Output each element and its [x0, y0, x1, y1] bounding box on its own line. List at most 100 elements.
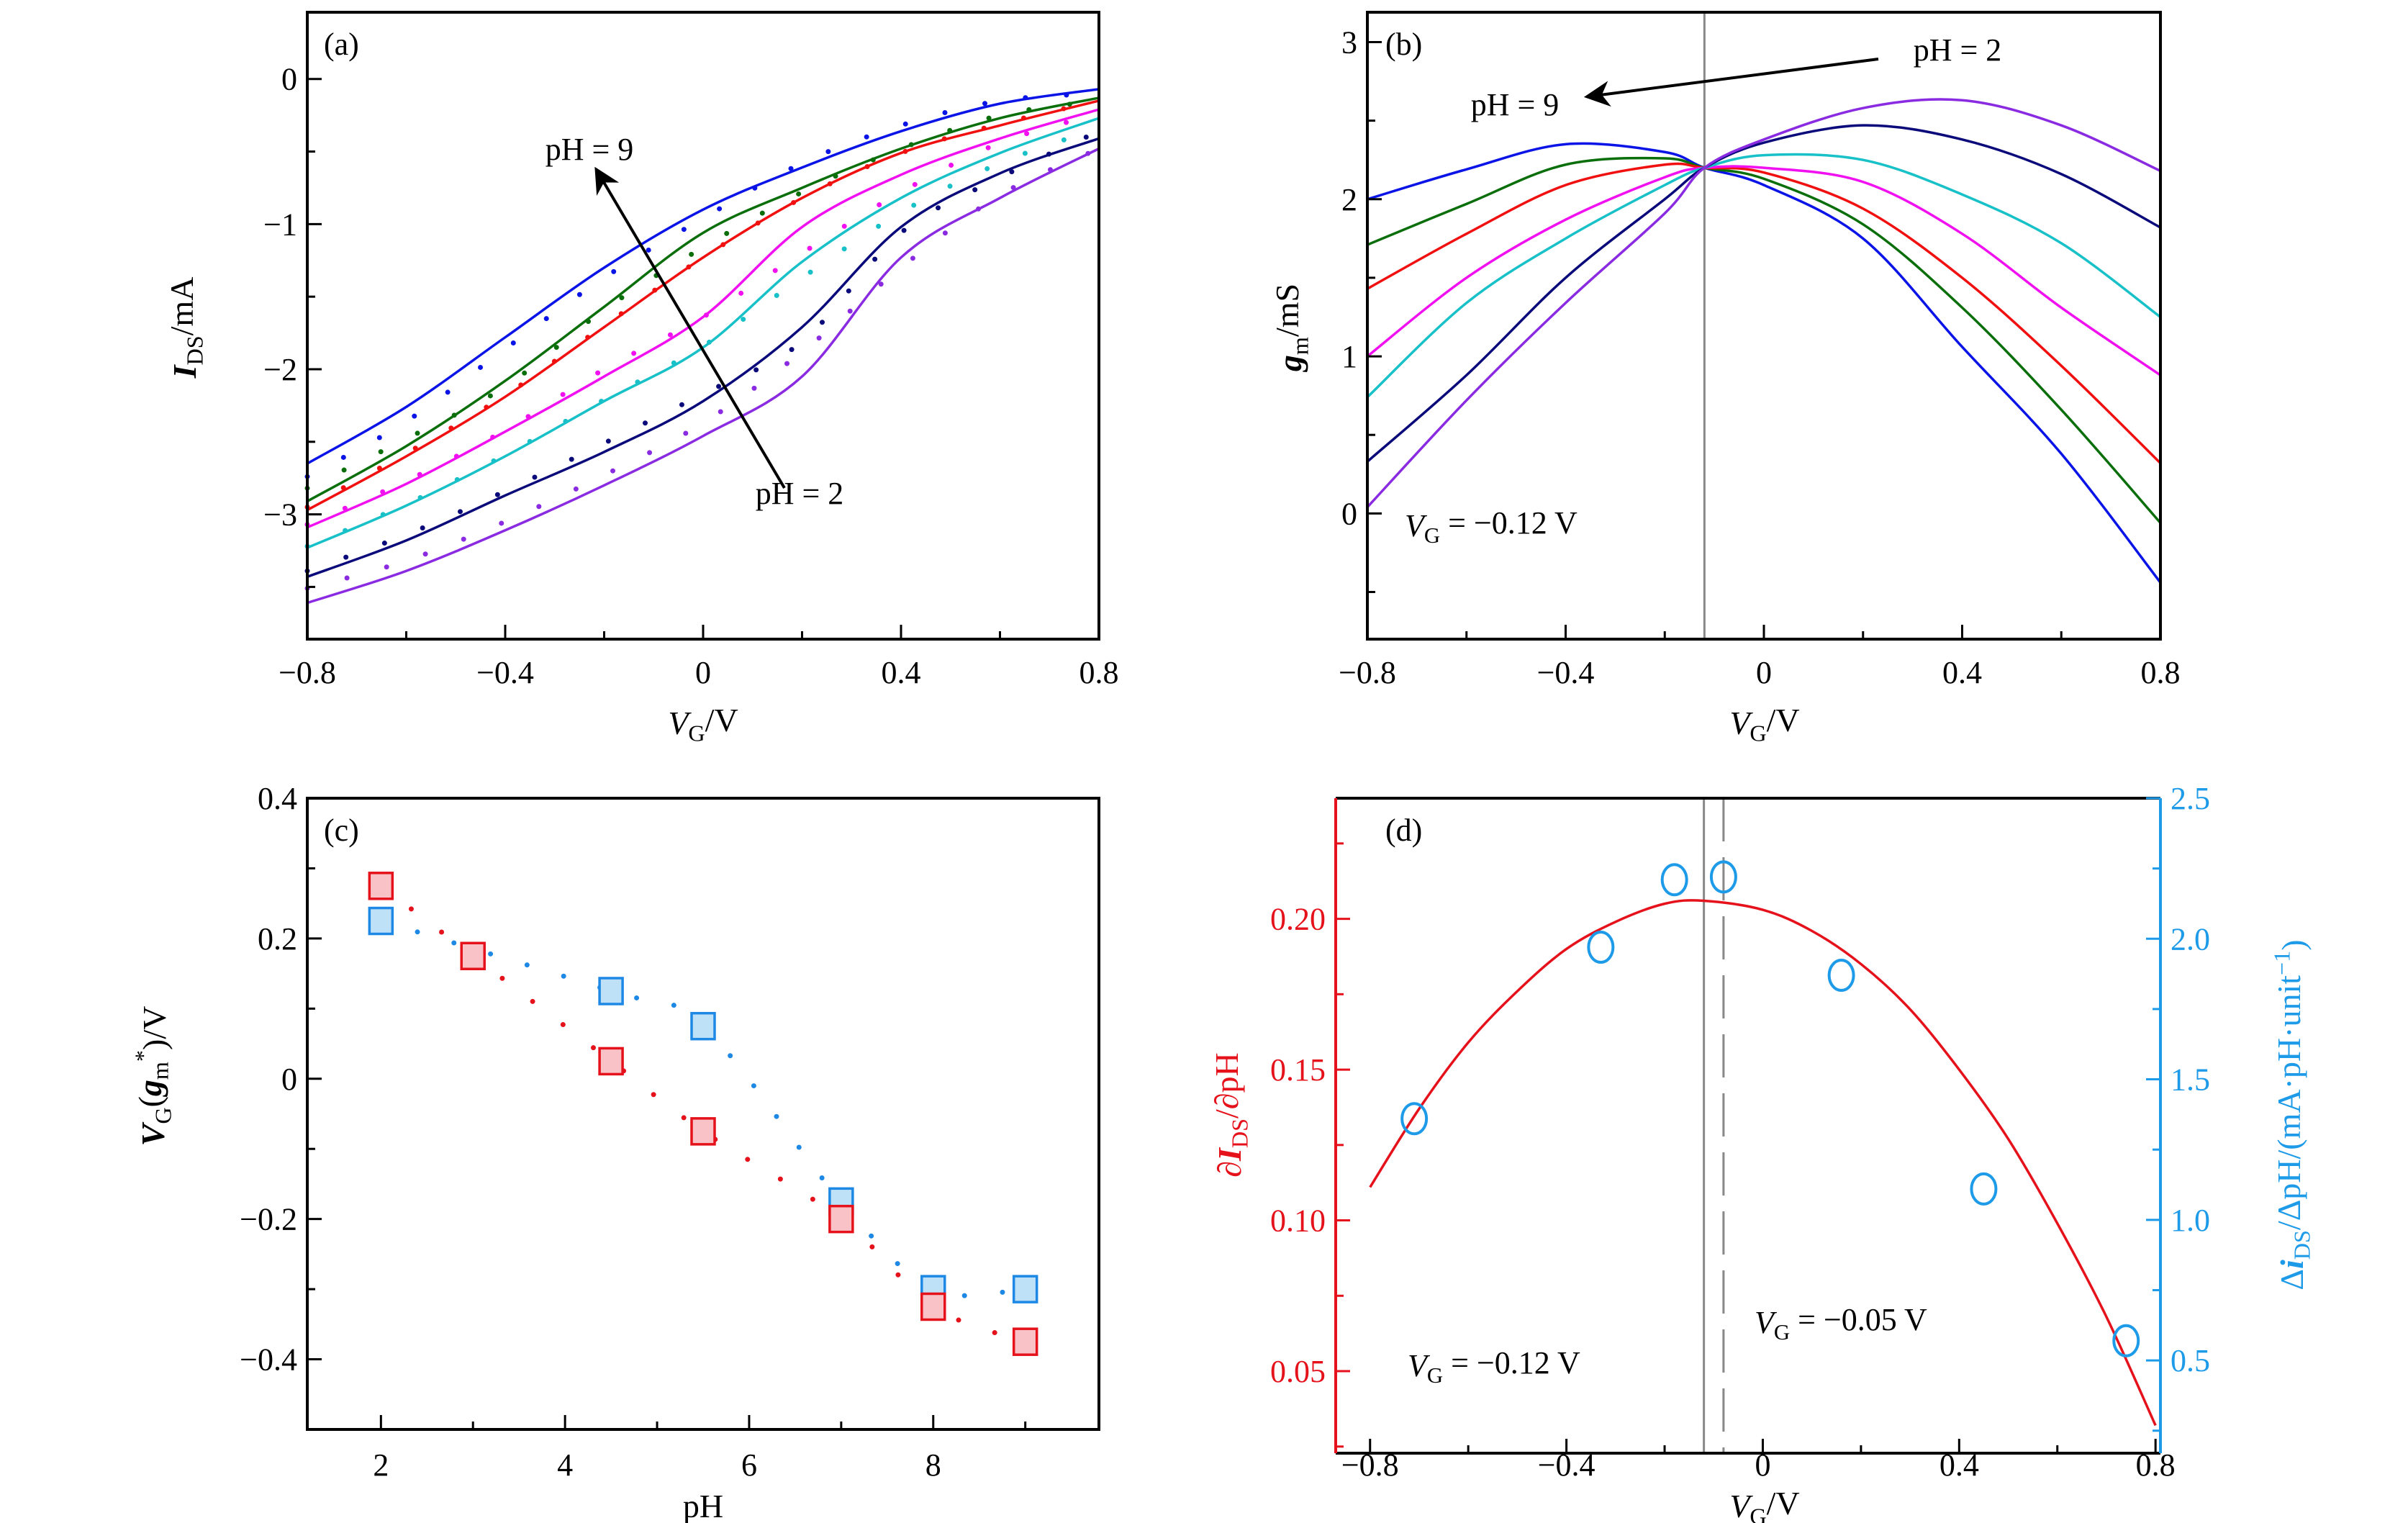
x-tick-label: 0.4 — [1942, 655, 1982, 690]
y-tick-label: −1 — [263, 207, 297, 242]
x-axis-label-part: /V — [705, 702, 738, 738]
x-tick-label: 0 — [1756, 655, 1772, 690]
y-tick-label: 0.20 — [1270, 902, 1326, 937]
y-axis-label-right-part: −1 — [2268, 951, 2294, 975]
series-line — [1367, 156, 2162, 524]
annotation-ph-high: pH = 9 — [1471, 87, 1560, 122]
series-line — [1366, 153, 2162, 399]
panel-c: 2 4 6 8 −0.4 −0.2 0 0.2 0.4 (c) pH VG(gm*)/V — [130, 781, 1100, 1523]
y-tick-label: 0.4 — [258, 781, 297, 816]
x-axis-label: VG/V — [668, 702, 738, 746]
y-tick-label: 0.05 — [1270, 1354, 1326, 1389]
y-tick-label: 2 — [1341, 182, 1357, 217]
y-axis-label-part: /mA — [163, 277, 200, 336]
x-tick-label: 8 — [925, 1447, 941, 1483]
y-tick-label: 0.5 — [2171, 1343, 2210, 1378]
x-axis-label: pH — [683, 1488, 723, 1523]
x-axis-label: VG/V — [1729, 1485, 1799, 1523]
y-axis-label-part: V — [135, 1121, 171, 1146]
x-tick-label: 0 — [1755, 1447, 1770, 1483]
y-axis-label-left-part: DS — [1227, 1118, 1253, 1148]
y-tick-label: 0 — [1341, 496, 1357, 531]
series-line — [307, 96, 1100, 502]
y-axis-label-part: G — [150, 1107, 176, 1124]
x-tick-label: 0.8 — [1079, 655, 1119, 690]
y-tick-label: 1.0 — [2171, 1203, 2210, 1238]
x-tick-label: 0.4 — [1939, 1447, 1979, 1483]
annotation-vg-solid-part: = −0.12 V — [1443, 1345, 1580, 1380]
annotation-vg-part: = −0.12 V — [1440, 505, 1578, 541]
x-tick-label: −0.4 — [476, 655, 534, 690]
series-line — [307, 108, 1100, 529]
y-axis-label-part: m — [1287, 337, 1313, 355]
square-marker — [598, 1047, 624, 1076]
plot-frame — [306, 11, 1100, 641]
panel-d: −0.8 −0.4 0 0.4 0.8 0.05 0.10 0.15 0.20 0.5 1.0 1.5… — [1208, 781, 2315, 1523]
x-axis-label-part: G — [688, 720, 705, 746]
x-tick-label: 0.8 — [2141, 655, 2181, 690]
square-marker — [368, 872, 394, 900]
panel-label: (a) — [324, 27, 359, 62]
annotation-ph-high: pH = 9 — [546, 132, 634, 167]
series-dots — [304, 125, 1102, 549]
panel-label: (b) — [1385, 27, 1422, 62]
square-marker — [690, 1117, 716, 1146]
y-axis-label: gm/mS — [1269, 284, 1313, 372]
x-tick-label: −0.8 — [1341, 1447, 1399, 1483]
square-marker — [690, 1011, 716, 1041]
y-tick-label: −0.2 — [240, 1202, 297, 1237]
series-line — [1366, 165, 2161, 376]
square-marker — [828, 1204, 854, 1234]
x-axis-label-part: /V — [1767, 702, 1800, 738]
y-axis-label-part: m — [148, 1062, 173, 1080]
annotation-ph-low: pH = 2 — [756, 476, 844, 511]
circle-marker — [1709, 860, 1737, 894]
y-tick-label: 0.15 — [1270, 1052, 1326, 1088]
annotation-ph-low: pH = 2 — [1914, 32, 2002, 68]
y-axis-label-part: * — [130, 1050, 155, 1062]
y-axis-label-part: ( — [132, 1096, 168, 1107]
y-axis-label-left-part: ∂ — [1211, 1161, 1248, 1178]
square-marker — [460, 941, 486, 970]
annotation-vg-solid-part: V — [1408, 1348, 1431, 1383]
y-tick-label: 0 — [281, 62, 297, 97]
square-marker — [1012, 1275, 1038, 1303]
y-tick-label: 3 — [1341, 24, 1357, 60]
x-tick-label: −0.4 — [1537, 655, 1595, 690]
square-marker — [368, 906, 394, 936]
annotation-vg-part: G — [1424, 523, 1440, 548]
x-axis-label-part: pH — [683, 1488, 723, 1523]
panel-label: (c) — [324, 813, 359, 848]
y-tick-label: 1 — [1341, 339, 1357, 374]
annotation-vg-solid-part: G — [1427, 1363, 1443, 1388]
y-tick-label: −2 — [263, 352, 297, 387]
series-line — [307, 137, 1100, 578]
series-line — [1367, 142, 2162, 584]
y-axis-label-part: g — [1272, 355, 1308, 372]
y-tick-label: 0.2 — [258, 921, 297, 957]
x-axis-label-part: V — [1729, 705, 1753, 741]
y-tick-label: 1.5 — [2171, 1062, 2210, 1098]
x-tick-label: −0.8 — [1339, 655, 1396, 690]
y-axis-label-right-part: i — [2273, 1260, 2310, 1269]
series-line — [307, 147, 1100, 605]
y-tick-label: 2.5 — [2171, 781, 2210, 816]
y-axis-label-left: ∂IDS/∂pH — [1208, 1052, 1253, 1178]
x-tick-label: 0.8 — [2136, 1447, 2176, 1483]
series-dots — [304, 146, 1102, 591]
square-marker — [598, 977, 624, 1005]
y-axis-label-right: ΔiDS/ΔpH/(mA·pH·unit−1) — [2268, 939, 2314, 1290]
y-tick-label: 0 — [281, 1062, 297, 1097]
annotation-vg-dashed: VG = −0.05 V — [1755, 1302, 1927, 1345]
series-line — [307, 88, 1100, 465]
fit-curve — [1369, 899, 2157, 1427]
ph-arrow — [1583, 58, 1879, 107]
y-tick-label: 2.0 — [2171, 921, 2210, 957]
annotation-vg-dashed-part: = −0.05 V — [1790, 1302, 1927, 1337]
annotation-vg-dashed-part: G — [1774, 1320, 1790, 1345]
series-dotted-line — [378, 918, 1028, 1298]
panel-label: (d) — [1385, 813, 1422, 848]
series-dots — [304, 111, 1102, 528]
y-axis-label-part: DS — [182, 335, 208, 365]
